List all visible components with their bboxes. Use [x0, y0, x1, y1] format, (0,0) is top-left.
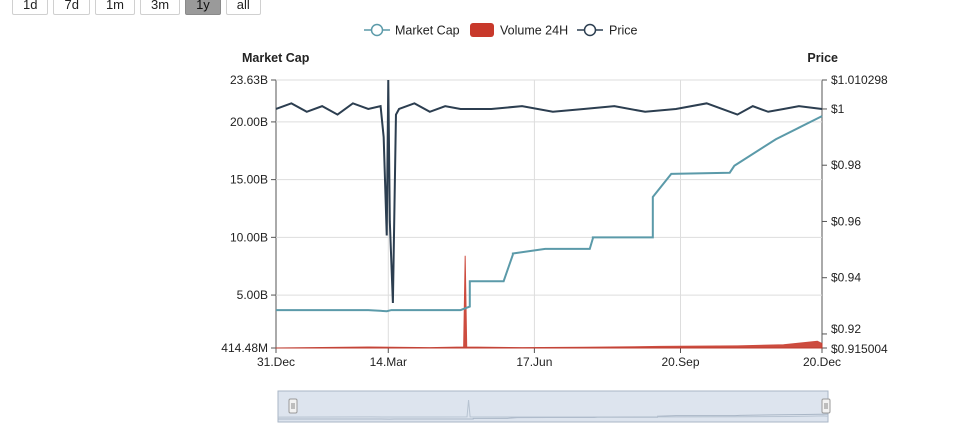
legend-item-market-cap[interactable]: Market Cap — [364, 24, 460, 38]
navigator[interactable] — [277, 390, 831, 423]
x-tick-label: 31.Dec — [257, 355, 295, 369]
range-button-all[interactable]: all — [225, 0, 261, 15]
legend-market-cap-marker — [370, 23, 384, 37]
navigator-series — [278, 413, 829, 420]
left-tick-label: 20.00B — [230, 115, 268, 129]
x-tick-label: 20.Dec — [803, 355, 841, 369]
range-button-1d[interactable]: 1d — [12, 0, 49, 15]
left-tick-label: 5.00B — [237, 288, 268, 302]
x-tick-label: 20.Sep — [661, 355, 699, 369]
x-tick-label: 14.Mar — [370, 355, 407, 369]
right-tick-label: $0.94 — [831, 271, 861, 285]
legend-item-price[interactable]: Price — [577, 24, 638, 38]
right-tick-label: $1.010298 — [831, 73, 888, 87]
left-tick-label: 23.63B — [230, 73, 268, 87]
right-axis-title: Price — [807, 51, 838, 65]
axis-ticks: 414.48M 5.00B 10.00B 15.00B 20.00B 23.63B $0.9… — [221, 73, 888, 369]
legend-volume-swatch — [470, 23, 494, 37]
legend: Market Cap Volume 24H Price — [364, 23, 638, 38]
legend-market-cap-label: Market Cap — [395, 24, 460, 38]
right-tick-label: $1 — [831, 102, 845, 116]
left-tick-label: 15.00B — [230, 173, 268, 187]
navigator-right-handle-grip — [821, 398, 831, 414]
price-series — [275, 79, 823, 304]
legend-price-label: Price — [609, 24, 638, 38]
series — [275, 79, 823, 349]
navigator-right-handle[interactable] — [821, 398, 831, 414]
market-cap-series — [276, 115, 823, 313]
left-axis-title: Market Cap — [242, 51, 310, 65]
navigator-left-handle-grip — [288, 398, 298, 414]
navigator-volume-series — [277, 399, 829, 418]
range-button-1m[interactable]: 1m — [94, 0, 135, 15]
right-tick-label: $0.98 — [831, 158, 861, 172]
x-tick-label: 17.Jun — [516, 355, 552, 369]
left-tick-label: 414.48M — [221, 341, 268, 355]
range-button-7d[interactable]: 7d — [53, 0, 90, 15]
range-button-3m[interactable]: 3m — [140, 0, 181, 15]
right-tick-label: $0.915004 — [831, 342, 888, 356]
legend-volume-label: Volume 24H — [500, 24, 568, 38]
volume-series — [275, 255, 823, 349]
legend-price-marker — [583, 23, 597, 37]
range-selector: 1d 7d 1m 3m 1y all — [12, 0, 261, 15]
grid — [275, 79, 823, 349]
left-tick-label: 10.00B — [230, 230, 268, 244]
right-tick-label: $0.96 — [831, 214, 861, 228]
range-button-1y[interactable]: 1y — [185, 0, 221, 15]
right-tick-label: $0.92 — [831, 322, 861, 336]
legend-item-volume[interactable]: Volume 24H — [470, 23, 568, 38]
navigator-left-handle[interactable] — [288, 398, 298, 414]
